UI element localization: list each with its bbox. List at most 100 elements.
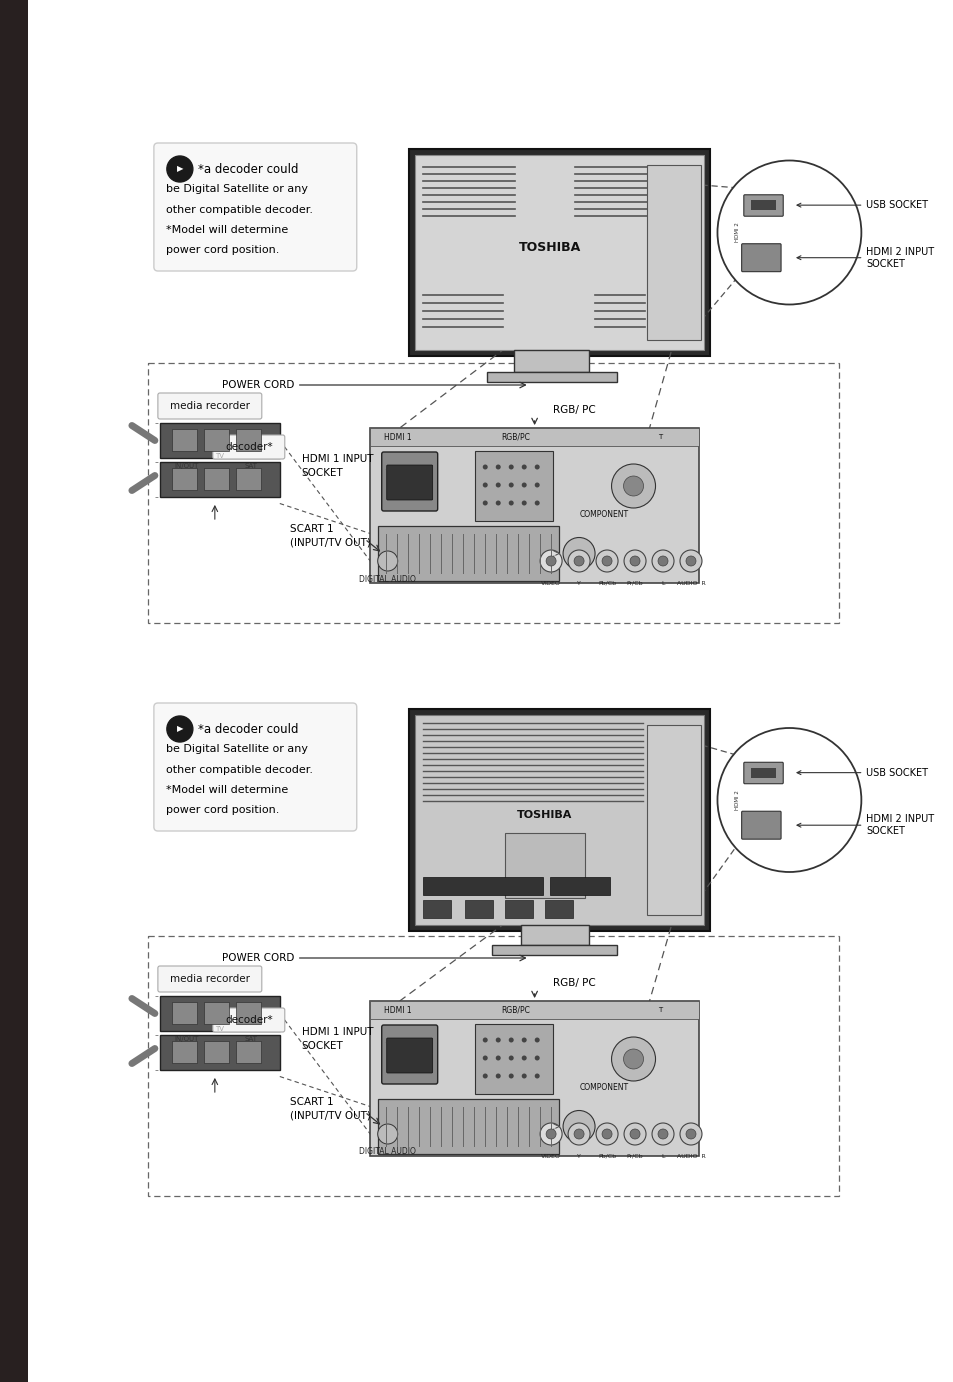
Circle shape [508, 482, 513, 488]
Text: HDMI 1 INPUT
SOCKET: HDMI 1 INPUT SOCKET [301, 1027, 373, 1050]
Circle shape [623, 475, 643, 496]
Bar [464, 900, 492, 918]
Bar [415, 155, 703, 350]
Text: HDMI 2: HDMI 2 [735, 223, 740, 242]
Bar [544, 900, 572, 918]
Text: SAT: SAT [245, 1036, 257, 1042]
Text: Pb/Cb: Pb/Cb [598, 1154, 616, 1158]
Bar [422, 878, 542, 896]
Circle shape [601, 1129, 612, 1139]
FancyBboxPatch shape [381, 452, 437, 511]
Text: Pr/Cb: Pr/Cb [626, 580, 642, 586]
Circle shape [377, 551, 397, 571]
Bar [148, 363, 839, 623]
Text: be Digital Satellite or any: be Digital Satellite or any [166, 184, 308, 195]
Bar [514, 350, 588, 372]
Circle shape [658, 556, 667, 567]
Bar [475, 1024, 553, 1095]
Circle shape [629, 556, 639, 567]
Bar [204, 1041, 229, 1063]
Circle shape [679, 550, 701, 572]
Text: COMPONENT: COMPONENT [579, 1082, 628, 1092]
Text: AUDIO  R: AUDIO R [676, 1154, 704, 1158]
Text: TOSHIBA: TOSHIBA [517, 240, 580, 254]
Circle shape [567, 550, 590, 572]
Text: ▶: ▶ [176, 724, 183, 734]
Circle shape [521, 1074, 526, 1078]
Circle shape [539, 1124, 561, 1146]
Bar [235, 428, 260, 451]
Bar [148, 936, 839, 1195]
Bar [172, 428, 196, 451]
Circle shape [508, 1038, 513, 1042]
Circle shape [685, 1129, 696, 1139]
Text: media recorder: media recorder [170, 401, 250, 410]
Text: *a decoder could: *a decoder could [197, 163, 298, 176]
Circle shape [545, 1129, 556, 1139]
Text: *Model will determine: *Model will determine [166, 785, 288, 795]
Circle shape [496, 1056, 500, 1060]
Text: COMPONENT: COMPONENT [579, 510, 628, 518]
Bar [750, 767, 776, 778]
Text: POWER CORD: POWER CORD [222, 380, 294, 390]
Bar [408, 149, 710, 357]
Bar [204, 428, 229, 451]
Text: SCART 1
(INPUT/TV OUT): SCART 1 (INPUT/TV OUT) [290, 524, 371, 547]
Circle shape [482, 1056, 487, 1060]
Text: Pr/Cb: Pr/Cb [626, 1154, 642, 1158]
FancyBboxPatch shape [381, 1025, 437, 1083]
Bar [235, 1002, 260, 1024]
Circle shape [496, 482, 500, 488]
Bar [504, 833, 584, 898]
Bar [422, 900, 450, 918]
FancyBboxPatch shape [743, 195, 782, 216]
Circle shape [623, 1124, 645, 1146]
Circle shape [534, 464, 539, 470]
Bar [172, 1041, 196, 1063]
FancyBboxPatch shape [153, 142, 356, 271]
Text: RGB/PC: RGB/PC [501, 1006, 530, 1014]
Bar [370, 428, 699, 583]
FancyBboxPatch shape [740, 243, 781, 272]
Bar [204, 468, 229, 491]
Bar [520, 925, 588, 945]
FancyBboxPatch shape [386, 1038, 433, 1072]
Text: *Model will determine: *Model will determine [166, 225, 288, 235]
Bar [492, 945, 617, 955]
Circle shape [562, 1111, 595, 1143]
Text: USB SOCKET: USB SOCKET [796, 767, 927, 778]
Text: IN/OUT: IN/OUT [174, 463, 199, 468]
Circle shape [496, 1074, 500, 1078]
Bar [475, 451, 553, 521]
Circle shape [534, 500, 539, 506]
Text: POWER CORD: POWER CORD [222, 954, 294, 963]
Circle shape [521, 1038, 526, 1042]
Text: media recorder: media recorder [170, 974, 250, 984]
Text: HDMI 2: HDMI 2 [735, 791, 740, 810]
Circle shape [534, 1038, 539, 1042]
Text: decoder*: decoder* [225, 1014, 273, 1025]
Bar [504, 900, 532, 918]
Bar [160, 996, 279, 1031]
Bar [172, 1002, 196, 1024]
Circle shape [717, 160, 861, 304]
Bar [160, 423, 279, 457]
Circle shape [508, 1074, 513, 1078]
Bar [235, 1041, 260, 1063]
Bar [377, 527, 558, 580]
Text: *a decoder could: *a decoder could [197, 723, 298, 735]
Circle shape [545, 556, 556, 567]
Bar [646, 164, 700, 340]
Circle shape [508, 1056, 513, 1060]
Text: SCART 1
(INPUT/TV OUT): SCART 1 (INPUT/TV OUT) [290, 1097, 371, 1121]
FancyBboxPatch shape [386, 464, 433, 500]
FancyBboxPatch shape [153, 703, 356, 831]
Text: IN/OUT: IN/OUT [174, 1036, 199, 1042]
Circle shape [482, 500, 487, 506]
Bar [370, 1001, 699, 1019]
Bar [160, 1035, 279, 1070]
Circle shape [623, 1049, 643, 1070]
Circle shape [521, 464, 526, 470]
Text: DIGITAL AUDIO: DIGITAL AUDIO [359, 1147, 416, 1157]
FancyBboxPatch shape [213, 435, 285, 459]
